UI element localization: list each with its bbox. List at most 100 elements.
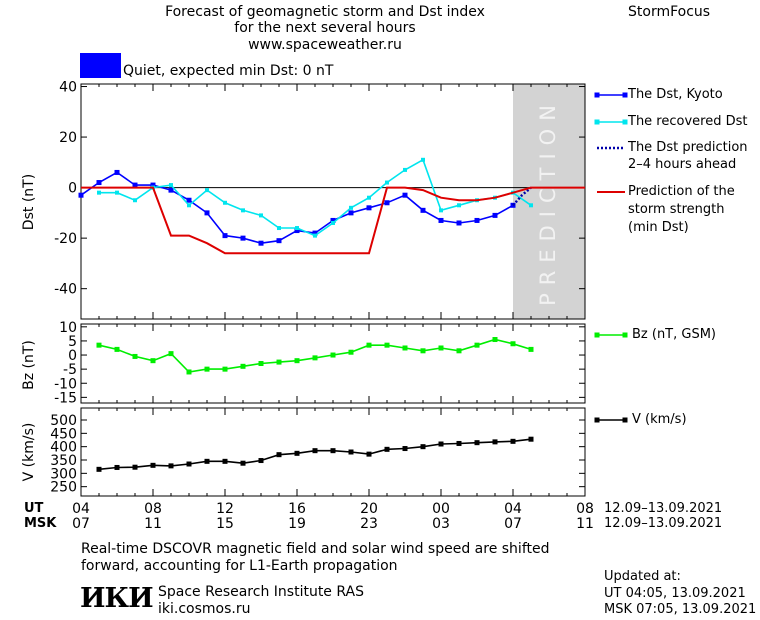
series-point <box>78 192 84 198</box>
series-point <box>168 463 174 469</box>
series-point <box>348 210 354 216</box>
series-point <box>402 446 408 452</box>
ut-tick-label: 20 <box>360 501 378 517</box>
series-point <box>420 348 426 354</box>
series-point <box>366 205 372 211</box>
series-point <box>367 195 371 200</box>
series-point <box>348 349 354 355</box>
series-point <box>403 167 407 172</box>
series-point <box>204 458 210 464</box>
series-point <box>150 182 156 188</box>
series-point <box>240 460 246 466</box>
series-point <box>294 358 300 364</box>
series-point <box>97 190 101 195</box>
msk-tick-label: 11 <box>576 516 594 532</box>
ut-tick-label: 08 <box>144 501 162 517</box>
institute-url[interactable]: iki.cosmos.ru <box>158 601 251 617</box>
series-point <box>312 355 318 361</box>
ut-tick-label: 12 <box>216 501 234 517</box>
y-tick-label: 5 <box>68 334 77 350</box>
series-point <box>258 240 264 246</box>
series-line <box>512 186 532 207</box>
series-point <box>294 450 300 456</box>
msk-date-range: 12.09–13.09.2021 <box>604 516 723 531</box>
series-point <box>456 440 462 446</box>
y-tick-label: 300 <box>50 466 77 482</box>
updated-msk: MSK 07:05, 13.09.2021 <box>604 602 757 617</box>
series-point <box>331 220 335 225</box>
series-point <box>492 212 498 218</box>
chart-title-url[interactable]: www.spaceweather.ru <box>248 37 402 53</box>
msk-tick-label: 07 <box>504 516 522 532</box>
legend-bz-symbol-marker <box>594 332 600 338</box>
series-point <box>276 238 282 244</box>
series-point <box>438 345 444 351</box>
y-tick-label: -15 <box>54 390 77 406</box>
series-point <box>510 438 516 444</box>
series-point <box>186 197 192 203</box>
series-point <box>276 359 282 365</box>
series-point <box>421 157 425 162</box>
y-tick-label: 10 <box>59 320 77 336</box>
ut-tick-label: 04 <box>72 501 90 517</box>
institute-name: Space Research Institute RAS <box>158 584 364 600</box>
series-point <box>492 439 498 445</box>
y-tick-label: 0 <box>68 348 77 364</box>
series-point <box>529 203 533 208</box>
legend-bz-label: Bz (nT, GSM) <box>632 327 717 342</box>
series-point <box>258 361 264 366</box>
legend-prediction-label-1: The Dst prediction <box>628 140 748 155</box>
ut-tick-label: 08 <box>576 501 594 517</box>
series-point <box>492 337 498 343</box>
y-axis-label: Dst (nT) <box>21 174 37 230</box>
series-point <box>528 436 534 442</box>
series-point <box>186 369 192 375</box>
msk-tick-label: 11 <box>144 516 162 532</box>
ut-tick-label: 00 <box>432 501 450 517</box>
series-point <box>240 363 246 369</box>
iki-logo: ИКИ <box>80 583 154 614</box>
series-point <box>258 458 264 464</box>
series-point <box>96 466 102 472</box>
panel-frame <box>80 323 586 404</box>
series-point <box>366 451 372 457</box>
series-point <box>330 448 336 454</box>
series-point <box>114 464 120 470</box>
ut-tick-label: 04 <box>504 501 522 517</box>
series-point <box>295 226 299 231</box>
chart-title-line-1: Forecast of geomagnetic storm and Dst in… <box>165 4 485 20</box>
legend-v-label: V (km/s) <box>632 412 687 427</box>
series-point <box>312 448 318 454</box>
series-point <box>384 200 390 206</box>
y-tick-label: 400 <box>50 440 77 456</box>
legend-recovered-symbol-marker <box>594 119 600 125</box>
series-point <box>169 183 173 188</box>
series-point <box>132 182 138 188</box>
msk-axis-label: MSK <box>24 516 57 531</box>
updated-ut: UT 04:05, 13.09.2021 <box>604 586 746 601</box>
legend-dst-label: The Dst, Kyoto <box>628 87 723 102</box>
y-tick-label: -40 <box>54 282 77 298</box>
y-axis-label: Bz (nT) <box>21 340 37 390</box>
series-point <box>312 230 318 236</box>
series-point <box>438 441 444 447</box>
series-point <box>96 342 102 348</box>
panel-frame <box>80 83 586 320</box>
series-point <box>439 208 443 213</box>
series-point <box>330 217 336 223</box>
series-point <box>187 203 191 208</box>
series-point <box>420 444 426 450</box>
legend-strength-label-3: (min Dst) <box>628 220 689 235</box>
msk-tick-label: 23 <box>360 516 378 532</box>
series-point <box>205 188 209 193</box>
y-tick-label: 350 <box>50 453 77 469</box>
legend-bz-symbol-marker <box>622 332 628 338</box>
prediction-zone-label: PREDICTION <box>536 97 560 306</box>
series-point <box>222 458 228 464</box>
series-line <box>98 438 532 471</box>
legend-dst-symbol-marker <box>594 92 600 98</box>
series-point <box>114 169 120 175</box>
series-point <box>456 348 462 354</box>
series-point <box>385 180 389 185</box>
series-point <box>222 233 228 239</box>
